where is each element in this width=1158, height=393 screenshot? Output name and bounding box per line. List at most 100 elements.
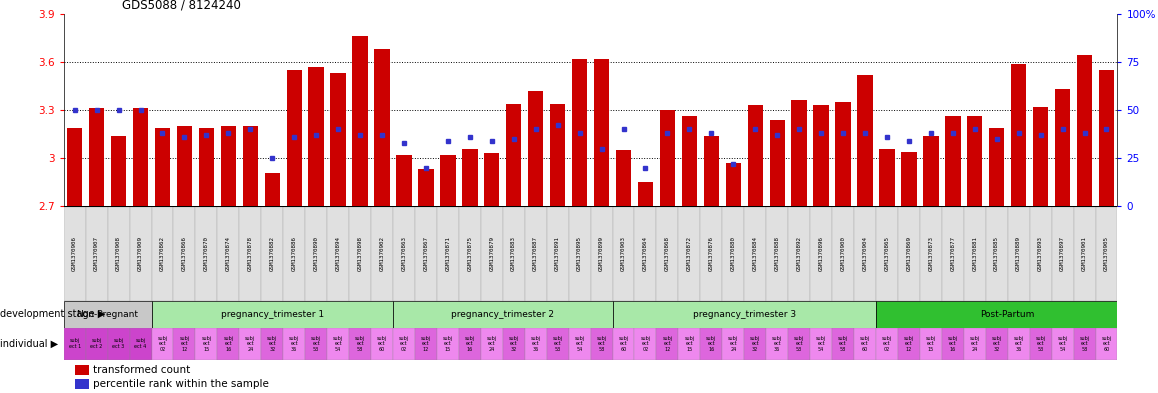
Text: GSM1370869: GSM1370869 <box>907 236 911 271</box>
Bar <box>638 182 653 206</box>
Bar <box>657 206 679 301</box>
Text: GSM1370871: GSM1370871 <box>446 236 450 271</box>
Bar <box>130 328 152 360</box>
Text: GSM1370889: GSM1370889 <box>1017 236 1021 271</box>
Bar <box>196 328 218 360</box>
Bar <box>262 328 284 360</box>
Bar <box>327 328 349 360</box>
Text: GSM1370891: GSM1370891 <box>555 236 560 271</box>
Bar <box>748 105 763 206</box>
Text: Post-Partum: Post-Partum <box>981 310 1035 319</box>
Text: subj
ect
16: subj ect 16 <box>947 336 958 352</box>
Bar <box>941 206 963 301</box>
Text: GSM1370881: GSM1370881 <box>973 236 977 271</box>
Bar <box>594 59 609 206</box>
Text: GSM1370883: GSM1370883 <box>511 236 516 271</box>
Text: GSM1370908: GSM1370908 <box>116 236 122 271</box>
Bar <box>789 206 811 301</box>
Bar <box>919 328 941 360</box>
Text: subj
ect
12: subj ect 12 <box>179 336 190 352</box>
Text: subj
ect
15: subj ect 15 <box>684 336 695 352</box>
Bar <box>306 328 327 360</box>
Bar <box>528 91 543 206</box>
Bar <box>1055 89 1070 206</box>
Bar <box>525 328 547 360</box>
Bar <box>308 67 324 206</box>
Text: GSM1370885: GSM1370885 <box>995 236 999 271</box>
Text: subj
ect
54: subj ect 54 <box>816 336 826 352</box>
Bar <box>945 116 960 206</box>
Bar <box>481 206 503 301</box>
Text: GSM1370901: GSM1370901 <box>1082 236 1087 271</box>
Bar <box>1051 206 1073 301</box>
Text: GSM1370904: GSM1370904 <box>863 236 867 271</box>
Text: subj
ect
15: subj ect 15 <box>925 336 936 352</box>
Bar <box>726 163 741 206</box>
Bar <box>240 206 262 301</box>
Bar <box>635 328 657 360</box>
Text: subj
ect
60: subj ect 60 <box>618 336 629 352</box>
Bar <box>481 328 503 360</box>
Bar <box>130 206 152 301</box>
Text: percentile rank within the sample: percentile rank within the sample <box>93 379 269 389</box>
Text: GSM1370907: GSM1370907 <box>94 236 100 271</box>
Text: pregnancy_trimester 2: pregnancy_trimester 2 <box>452 310 555 319</box>
Text: GSM1370868: GSM1370868 <box>665 236 670 271</box>
Text: subj
ect
36: subj ect 36 <box>530 336 541 352</box>
Bar <box>284 206 306 301</box>
Bar <box>811 328 833 360</box>
Bar <box>613 301 875 328</box>
Bar <box>811 206 833 301</box>
Text: GSM1370906: GSM1370906 <box>72 236 78 271</box>
Bar <box>767 206 789 301</box>
Bar <box>813 105 829 206</box>
Bar <box>875 206 897 301</box>
Bar <box>985 328 1007 360</box>
Bar <box>459 328 481 360</box>
Text: GSM1370863: GSM1370863 <box>402 236 406 271</box>
Text: Non-Pregnant: Non-Pregnant <box>76 310 139 319</box>
Text: GSM1370874: GSM1370874 <box>226 236 230 271</box>
Bar <box>177 126 192 206</box>
Text: subj
ect 3: subj ect 3 <box>112 338 125 349</box>
Text: GSM1370876: GSM1370876 <box>709 236 713 271</box>
Text: individual ▶: individual ▶ <box>0 339 58 349</box>
Bar <box>503 328 525 360</box>
Text: GSM1370877: GSM1370877 <box>951 236 955 271</box>
Text: GSM1370879: GSM1370879 <box>490 236 494 271</box>
Bar <box>89 108 104 206</box>
Text: subj
ect
24: subj ect 24 <box>245 336 256 352</box>
Text: subj
ect
02: subj ect 02 <box>640 336 651 352</box>
Bar <box>1029 206 1051 301</box>
Bar <box>133 108 148 206</box>
Bar <box>152 206 174 301</box>
Text: GSM1370890: GSM1370890 <box>314 236 318 271</box>
Bar <box>67 128 82 206</box>
Bar <box>616 150 631 206</box>
Bar <box>613 206 635 301</box>
Bar <box>569 328 591 360</box>
Bar <box>393 301 613 328</box>
Text: subj
ect
54: subj ect 54 <box>1057 336 1068 352</box>
Bar <box>572 59 587 206</box>
Bar <box>704 136 719 206</box>
Text: subj
ect
58: subj ect 58 <box>1079 336 1090 352</box>
Bar <box>218 206 240 301</box>
Bar <box>86 328 108 360</box>
Bar <box>723 328 745 360</box>
Bar <box>459 206 481 301</box>
Bar <box>330 73 346 206</box>
Bar <box>1095 206 1117 301</box>
Bar <box>64 206 86 301</box>
Text: subj
ect
32: subj ect 32 <box>267 336 277 352</box>
Bar <box>262 206 284 301</box>
Bar <box>64 328 86 360</box>
Text: GSM1370902: GSM1370902 <box>380 236 384 271</box>
Bar <box>86 206 108 301</box>
Bar <box>875 328 897 360</box>
Text: subj
ect
58: subj ect 58 <box>356 336 365 352</box>
Bar <box>286 70 302 206</box>
Text: GSM1370897: GSM1370897 <box>1060 236 1065 271</box>
Text: subj
ect
60: subj ect 60 <box>378 336 387 352</box>
Text: GSM1370880: GSM1370880 <box>731 236 735 271</box>
